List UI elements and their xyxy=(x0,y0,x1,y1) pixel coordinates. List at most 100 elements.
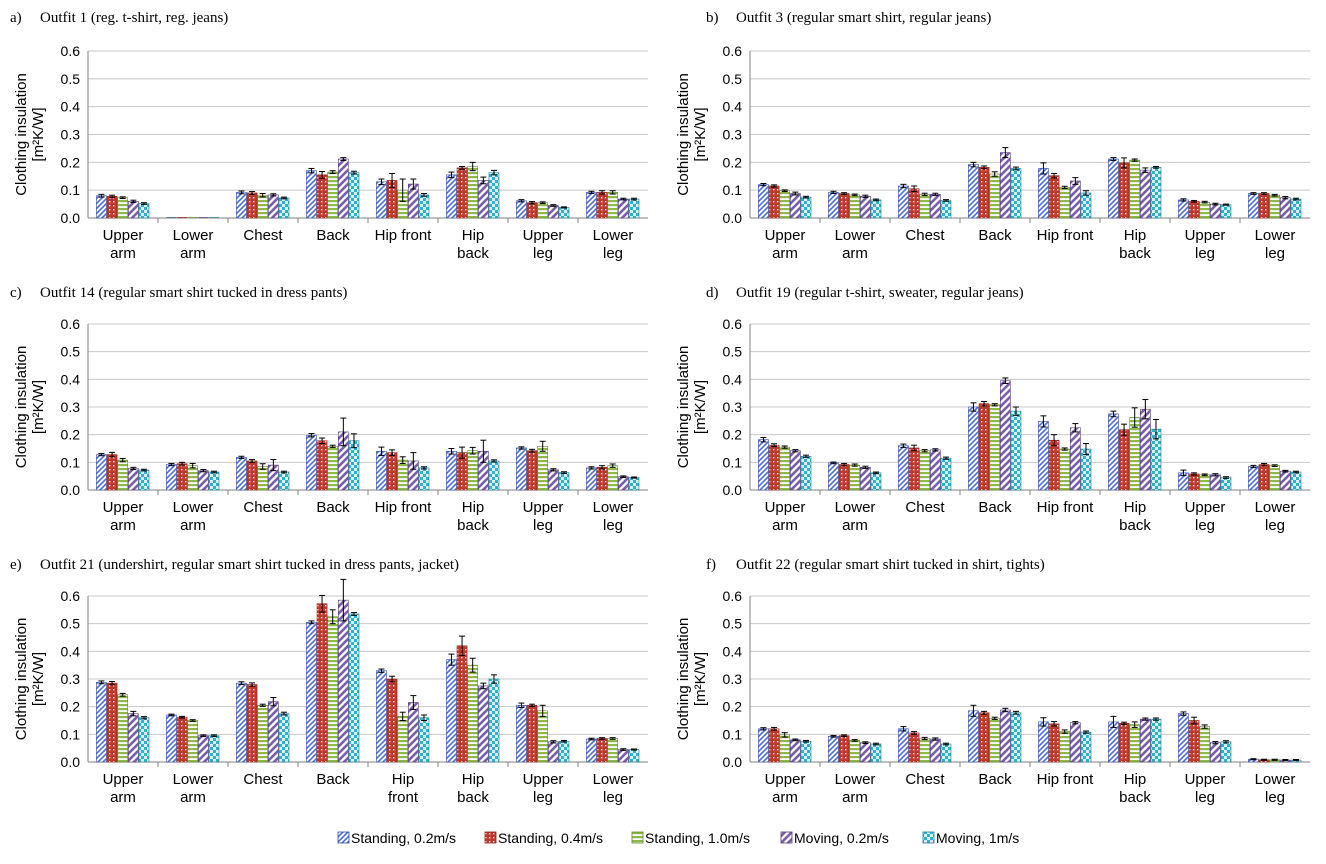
bar xyxy=(779,734,791,763)
category-label: Upper arm xyxy=(765,771,806,806)
bar xyxy=(1010,410,1022,491)
bar xyxy=(198,735,209,763)
bar xyxy=(1000,380,1011,491)
bar xyxy=(306,170,317,219)
category-label: Upper arm xyxy=(103,771,144,806)
bar xyxy=(1269,194,1281,219)
bar xyxy=(978,167,990,219)
bar xyxy=(1269,465,1281,491)
bar xyxy=(1248,466,1259,491)
bar xyxy=(919,450,931,491)
category-label: Lower leg xyxy=(593,499,634,534)
bar xyxy=(1248,193,1259,219)
bar xyxy=(768,185,780,219)
bar xyxy=(96,682,107,763)
bar xyxy=(106,454,118,491)
bar xyxy=(1129,417,1141,491)
bar xyxy=(456,645,468,763)
category-label: Lower leg xyxy=(1255,227,1296,262)
bar xyxy=(1048,723,1060,763)
bar xyxy=(1199,474,1211,491)
category-label: Back xyxy=(316,499,350,516)
bar xyxy=(257,194,269,219)
bar xyxy=(908,188,920,219)
bar xyxy=(246,460,258,491)
bar xyxy=(117,197,129,219)
y-axis-label: Clothing insulation[m²K/W] xyxy=(675,73,709,196)
bar xyxy=(338,158,349,219)
legend-label: Moving, 0.2m/s xyxy=(794,830,889,846)
y-tick-label: 0.6 xyxy=(723,316,743,332)
bar xyxy=(537,445,549,491)
bar xyxy=(1220,477,1232,491)
bar xyxy=(1220,741,1232,763)
bar xyxy=(930,449,941,491)
panel-title: Outfit 22 (regular smart shirt tucked in… xyxy=(736,557,1045,573)
bar xyxy=(176,463,188,491)
category-label: Chest xyxy=(905,499,945,516)
bar xyxy=(208,471,220,491)
y-tick-label: 0.5 xyxy=(723,344,743,360)
category-label: Lower arm xyxy=(835,771,876,806)
bar xyxy=(1129,724,1141,763)
chart-panel-d: d) Outfit 19 (regular t-shirt, sweater, r… xyxy=(675,285,1310,534)
bar xyxy=(478,180,489,219)
bar xyxy=(838,193,850,219)
bar xyxy=(1199,201,1211,219)
legend: Standing, 0.2m/s Standing, 0.4m/s Standing… xyxy=(337,830,1019,846)
bar xyxy=(898,728,909,763)
bar xyxy=(1059,448,1071,491)
bar xyxy=(838,735,850,763)
bar xyxy=(306,621,317,763)
category-label: Lower arm xyxy=(835,499,876,534)
bar xyxy=(758,184,769,219)
bar xyxy=(1080,448,1092,491)
bar xyxy=(800,740,812,763)
bar xyxy=(618,749,629,763)
bar xyxy=(779,190,791,219)
bar xyxy=(596,192,608,219)
bar xyxy=(849,740,861,763)
bar xyxy=(1048,439,1060,491)
y-tick-label: 0.5 xyxy=(61,71,81,87)
bar xyxy=(1108,413,1119,491)
category-label: Hip front xyxy=(1037,227,1095,244)
bar xyxy=(768,728,780,763)
category-label: Upper arm xyxy=(103,499,144,534)
y-axis-label: Clothing insulation[m²K/W] xyxy=(13,73,47,196)
bar xyxy=(1010,168,1022,219)
category-label: Lower leg xyxy=(1255,771,1296,806)
category-label: Upper leg xyxy=(523,227,564,262)
category-label: Chest xyxy=(243,227,283,244)
bar xyxy=(246,684,258,763)
panel-title: Outfit 21 (undershirt, regular smart shi… xyxy=(40,557,459,573)
bar xyxy=(268,194,279,219)
bar xyxy=(327,445,339,491)
bar xyxy=(1059,187,1071,219)
bar xyxy=(919,194,931,219)
bar xyxy=(177,217,188,218)
bar xyxy=(516,447,527,491)
bar xyxy=(838,464,850,491)
bar xyxy=(208,735,220,763)
category-label: Back xyxy=(316,771,350,788)
y-tick-label: 0.0 xyxy=(61,754,81,770)
y-tick-label: 0.1 xyxy=(61,726,81,742)
bar xyxy=(1188,720,1200,763)
bar xyxy=(1038,168,1049,219)
category-label: Hip front xyxy=(1037,499,1095,516)
y-tick-label: 0.6 xyxy=(723,43,743,59)
bar xyxy=(930,738,941,763)
bar xyxy=(1118,429,1130,491)
bar xyxy=(989,173,1001,219)
bar xyxy=(989,717,1001,763)
bar xyxy=(968,710,979,763)
y-tick-label: 0.4 xyxy=(723,371,743,387)
bar xyxy=(1210,742,1221,763)
bar xyxy=(978,712,990,763)
bar xyxy=(106,682,118,763)
bar xyxy=(558,207,570,219)
bar xyxy=(166,464,177,491)
y-tick-label: 0.3 xyxy=(723,399,743,415)
bar xyxy=(628,198,640,219)
